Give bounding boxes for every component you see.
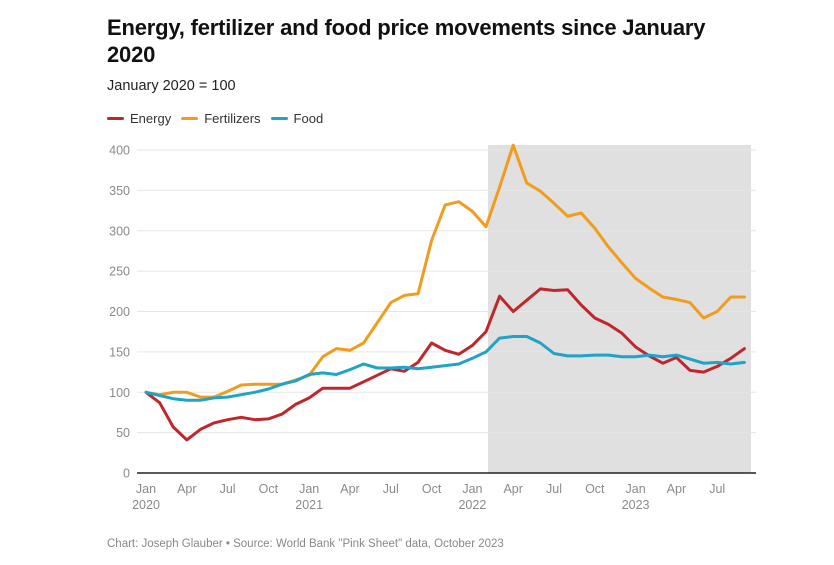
legend-label-food: Food — [293, 111, 324, 126]
x-tick-year-label: 2020 — [132, 498, 160, 512]
legend-label-fertilizers: Fertilizers — [204, 111, 261, 126]
chart-title: Energy, fertilizer and food price moveme… — [107, 15, 706, 67]
y-tick-label: 0 — [123, 467, 130, 481]
x-tick-label: Jan — [299, 482, 319, 496]
legend-swatch-food — [270, 117, 288, 120]
chart-subtitle: January 2020 = 100 — [107, 78, 236, 94]
x-tick-label: Jul — [546, 482, 562, 496]
y-tick-label: 200 — [109, 305, 130, 319]
legend-item-energy: Energy — [107, 111, 171, 126]
series-line-energy — [144, 287, 746, 442]
series-line-fertilizers — [144, 143, 746, 399]
y-tick-label: 100 — [109, 386, 130, 400]
x-tick-label: Jan — [462, 482, 482, 496]
x-tick-label: Jul — [709, 482, 725, 496]
shaded-region — [488, 145, 751, 473]
x-tick-year-label: 2022 — [458, 498, 486, 512]
series-line-food — [144, 335, 746, 402]
x-tick-year-label: 2023 — [622, 498, 650, 512]
y-tick-label: 150 — [109, 345, 130, 359]
y-tick-label: 400 — [109, 144, 130, 158]
x-tick-label: Apr — [667, 482, 686, 496]
legend-swatch-fertilizers — [181, 117, 199, 120]
chart-source: Chart: Joseph Glauber • Source: World Ba… — [107, 538, 504, 550]
legend-swatch-energy — [107, 117, 124, 120]
x-tick-label: Oct — [422, 482, 442, 496]
x-tick-label: Jul — [383, 482, 399, 496]
x-tick-label: Apr — [340, 482, 359, 496]
legend: Energy Fertilizers Food — [107, 111, 333, 126]
x-tick-label: Jul — [220, 482, 236, 496]
legend-item-fertilizers: Fertilizers — [181, 111, 261, 126]
y-tick-label: 300 — [109, 224, 130, 238]
legend-item-food: Food — [270, 111, 324, 126]
x-tick-label: Apr — [503, 482, 522, 496]
y-tick-label: 50 — [116, 426, 130, 440]
y-tick-label: 350 — [109, 184, 130, 198]
legend-label-energy: Energy — [130, 111, 172, 126]
x-tick-label: Oct — [585, 482, 605, 496]
x-tick-label: Oct — [259, 482, 279, 496]
x-tick-label: Jan — [136, 482, 156, 496]
x-tick-year-label: 2021 — [295, 498, 323, 512]
x-tick-label: Jan — [626, 482, 646, 496]
x-tick-label: Apr — [177, 482, 196, 496]
y-tick-label: 250 — [109, 265, 130, 279]
